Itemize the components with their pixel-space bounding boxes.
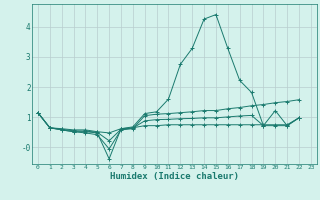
X-axis label: Humidex (Indice chaleur): Humidex (Indice chaleur) bbox=[110, 172, 239, 181]
